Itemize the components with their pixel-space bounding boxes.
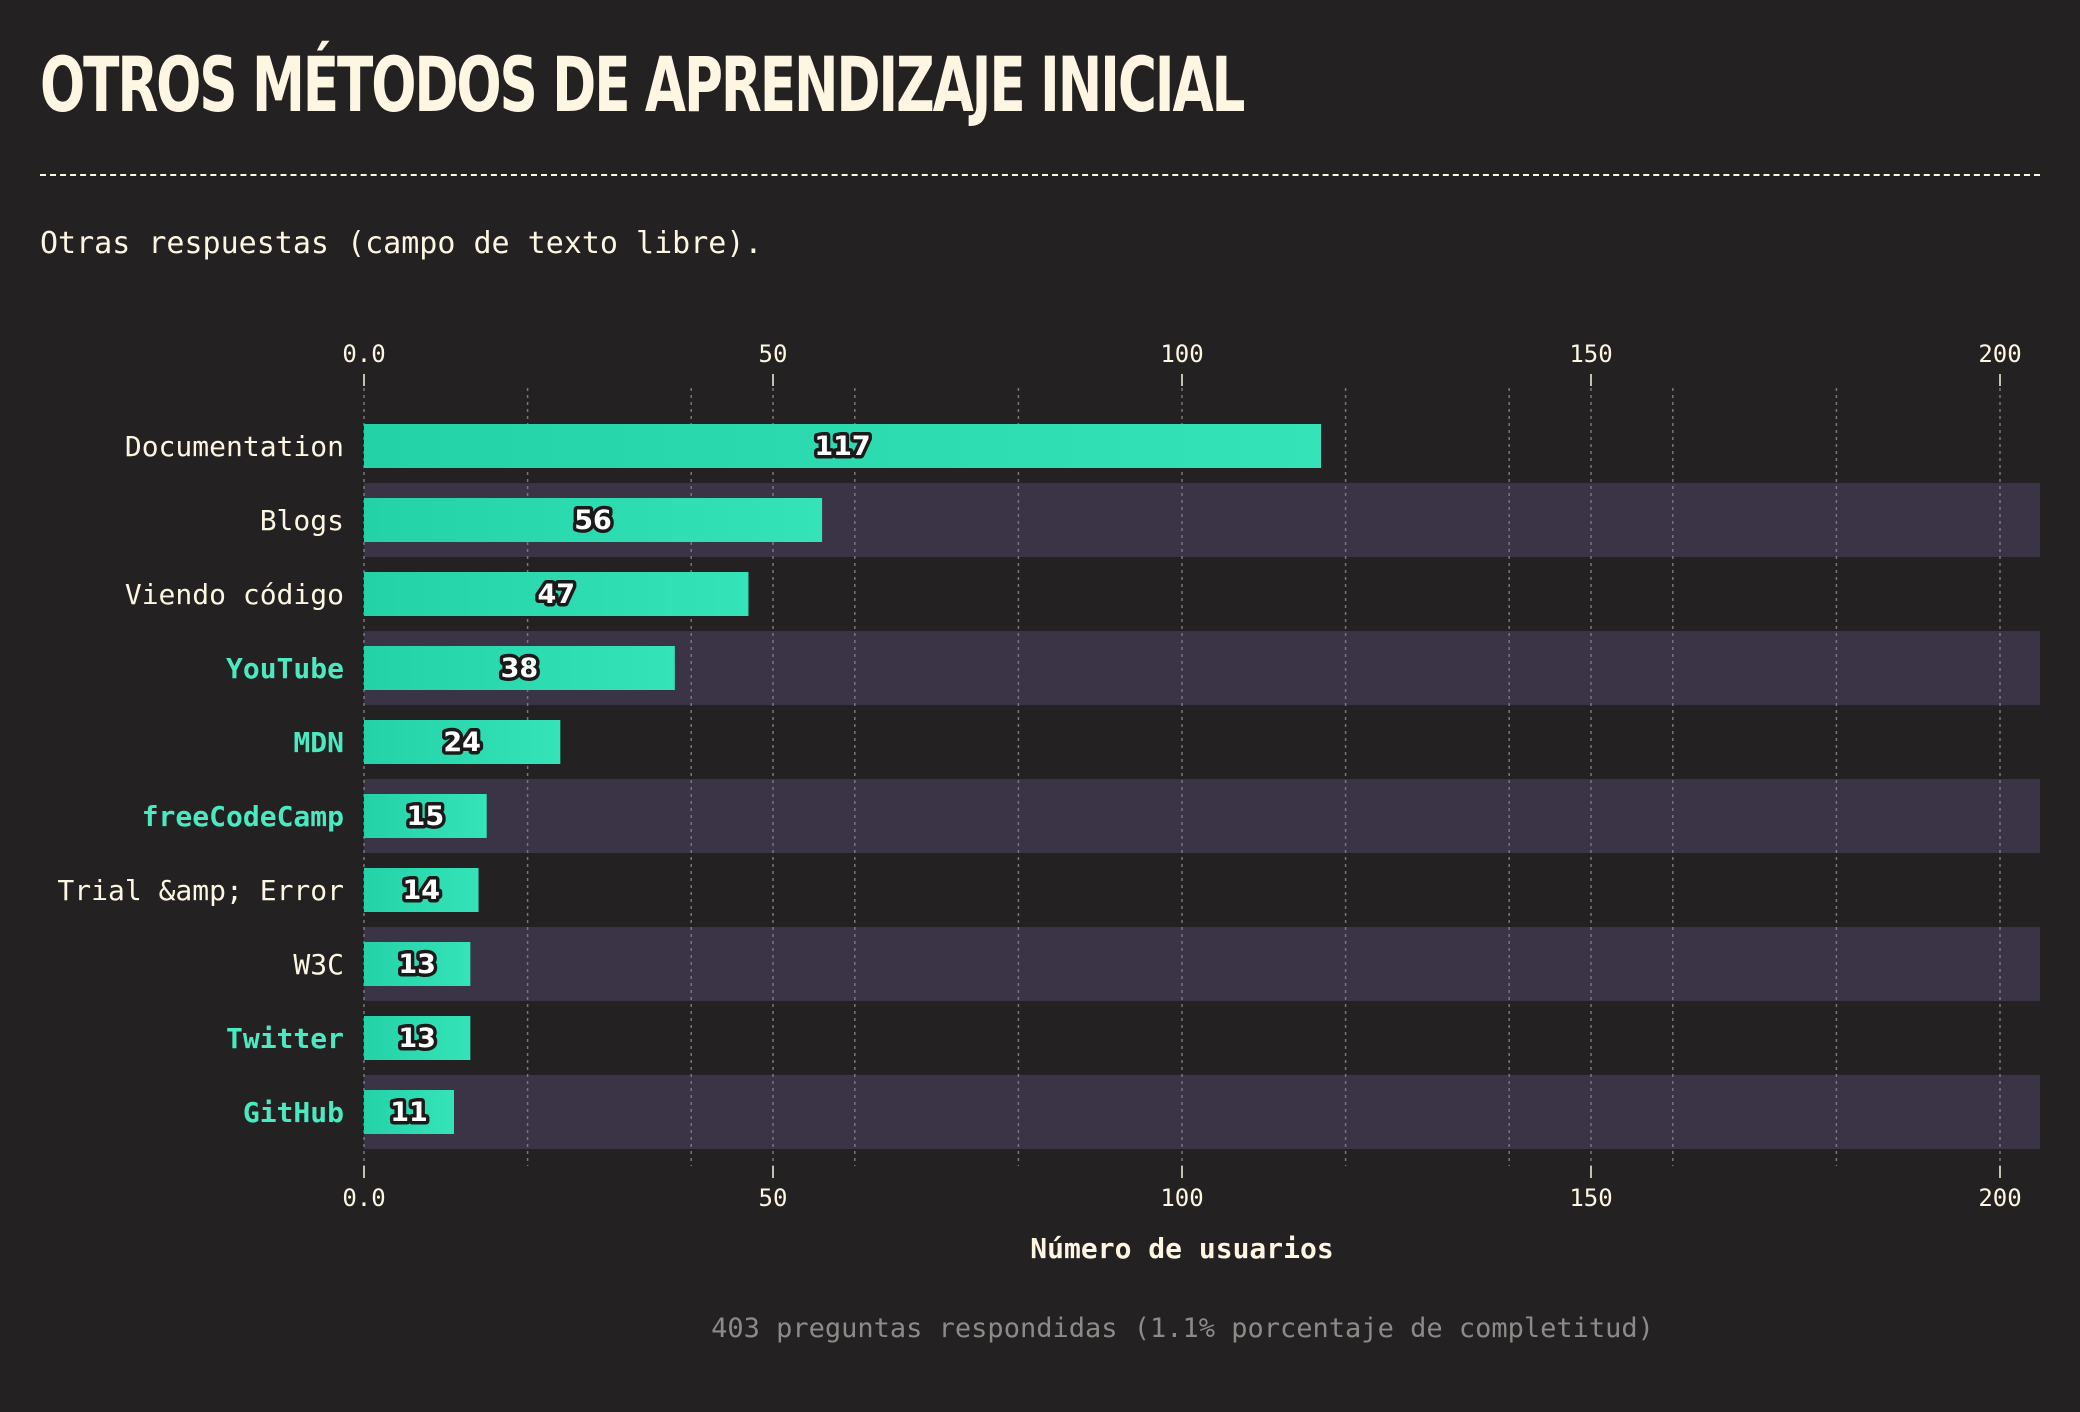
bar-value-label: 47 — [537, 579, 575, 610]
bar-value-label: 14 — [402, 875, 440, 906]
row-band — [364, 927, 2040, 1001]
category-label[interactable]: Twitter — [226, 1022, 344, 1055]
category-label: Trial &amp; Error — [57, 874, 344, 907]
x-tick-label-top: 50 — [759, 340, 788, 368]
category-label[interactable]: GitHub — [243, 1096, 344, 1129]
row-band — [364, 779, 2040, 853]
category-label: Blogs — [260, 504, 344, 537]
bar — [364, 720, 561, 764]
bar — [364, 868, 479, 912]
x-tick-label-bottom: 50 — [759, 1184, 788, 1212]
category-label[interactable]: YouTube — [226, 652, 344, 685]
bar — [364, 942, 471, 986]
bar-value-label: 56 — [574, 505, 612, 536]
row-band — [364, 1075, 2040, 1149]
bar — [364, 424, 1322, 468]
category-label: W3C — [293, 948, 344, 981]
bar — [364, 572, 749, 616]
bar — [364, 498, 823, 542]
bar-value-label: 15 — [407, 801, 445, 832]
category-label: Viendo código — [125, 578, 344, 611]
chart-title: OTROS MÉTODOS DE APRENDIZAJE INICIAL — [40, 40, 1245, 129]
bar — [364, 646, 675, 690]
x-axis-label: Número de usuarios — [1030, 1232, 1333, 1265]
category-label[interactable]: freeCodeCamp — [142, 800, 344, 833]
bar-value-label: 38 — [501, 653, 539, 684]
x-tick-label-bottom: 200 — [1978, 1184, 2021, 1212]
category-label: Documentation — [125, 430, 344, 463]
footnote: 403 preguntas respondidas (1.1% porcenta… — [711, 1313, 1654, 1344]
bar — [364, 794, 487, 838]
x-tick-label-top: 100 — [1160, 340, 1203, 368]
chart-subtitle: Otras respuestas (campo de texto libre). — [40, 226, 763, 261]
x-tick-label-top: 0.0 — [342, 340, 385, 368]
bar-value-label: 13 — [398, 949, 436, 980]
bar — [364, 1090, 454, 1134]
category-label[interactable]: MDN — [293, 726, 344, 759]
bar-value-label: 11 — [390, 1097, 428, 1128]
bar-value-label: 117 — [814, 431, 870, 462]
x-tick-label-bottom: 100 — [1160, 1184, 1203, 1212]
x-tick-label-top: 150 — [1569, 340, 1612, 368]
x-tick-label-top: 200 — [1978, 340, 2021, 368]
x-tick-label-bottom: 0.0 — [342, 1184, 385, 1212]
title-divider — [40, 174, 2040, 176]
bar — [364, 1016, 471, 1060]
bar-value-label: 13 — [398, 1023, 436, 1054]
x-tick-label-bottom: 150 — [1569, 1184, 1612, 1212]
bar-value-label: 24 — [443, 727, 481, 758]
